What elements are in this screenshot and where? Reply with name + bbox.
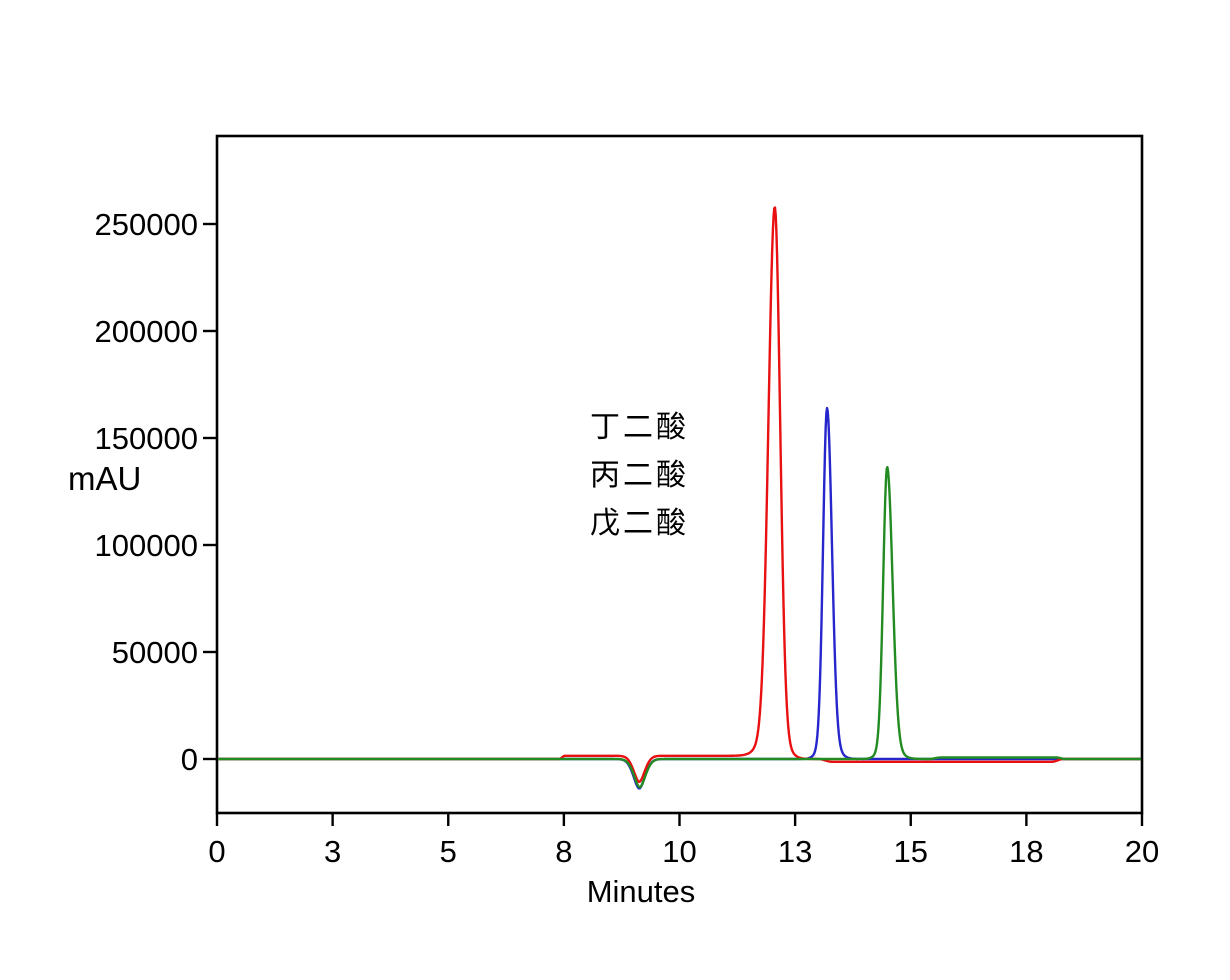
- chromatogram-traces: [218, 206, 1141, 790]
- x-tick-label: 15: [894, 834, 928, 869]
- x-axis-title: Minutes: [587, 874, 696, 909]
- legend-item-0: 丁二酸: [590, 411, 689, 444]
- y-tick-label: 150000: [95, 421, 198, 456]
- x-tick-label: 18: [1009, 834, 1043, 869]
- x-tick-label: 20: [1125, 834, 1159, 869]
- y-tick-label: 200000: [95, 314, 198, 349]
- x-tick-label: 10: [662, 834, 696, 869]
- y-tick-label: 250000: [95, 207, 198, 242]
- x-tick-label: 0: [208, 834, 225, 869]
- x-tick-label: 5: [440, 834, 457, 869]
- x-axis-ticks: 0 3 5 8 10 13 15 18 20: [208, 813, 1159, 869]
- y-tick-label: 0: [181, 742, 198, 777]
- y-axis-ticks: 0 50000 100000 150000 200000 250000: [95, 207, 217, 777]
- y-tick-label: 50000: [112, 635, 198, 670]
- trace-series-1: [218, 206, 1141, 784]
- y-tick-label: 100000: [95, 528, 198, 563]
- x-tick-label: 8: [555, 834, 572, 869]
- legend-item-1: 丙二酸: [590, 459, 689, 492]
- x-tick-label: 3: [324, 834, 341, 869]
- trace-series-2: [218, 465, 1141, 789]
- y-axis-title: mAU: [68, 460, 141, 497]
- legend-item-2: 戊二酸: [590, 507, 689, 540]
- x-tick-label: 13: [778, 834, 812, 869]
